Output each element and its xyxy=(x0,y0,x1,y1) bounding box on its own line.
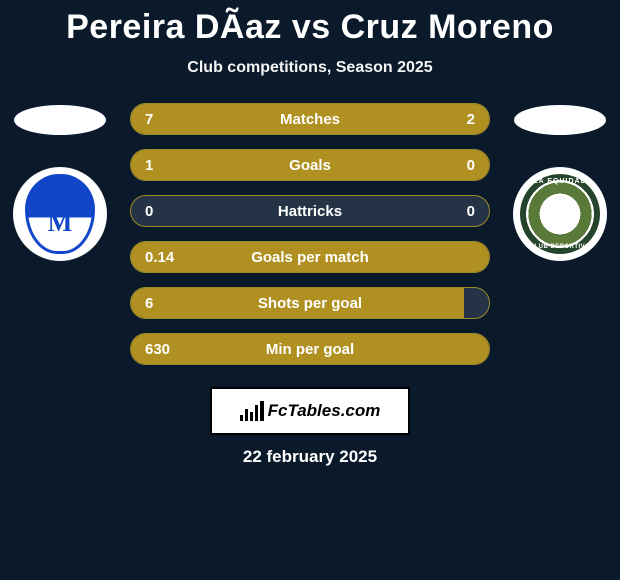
right-player-silhouette xyxy=(514,105,606,135)
right-club-roundel: LA EQUIDAD CLUB DEPORTIVO xyxy=(520,174,600,254)
stat-row: 6Shots per goal xyxy=(130,287,490,319)
right-club-top-text: LA EQUIDAD xyxy=(520,178,600,185)
right-player-column: LA EQUIDAD CLUB DEPORTIVO xyxy=(500,103,620,261)
left-player-silhouette xyxy=(14,105,106,135)
stat-label: Goals per match xyxy=(131,249,489,266)
stat-row: 630Min per goal xyxy=(130,333,490,365)
brand-badge: FcTables.com xyxy=(210,387,410,435)
stat-label: Shots per goal xyxy=(131,295,489,312)
left-club-letter: M xyxy=(48,208,73,238)
stat-label: Hattricks xyxy=(131,203,489,220)
left-club-shield: M xyxy=(25,174,95,254)
stat-row: 0.14Goals per match xyxy=(130,241,490,273)
stat-bars-container: 72Matches 10Goals 00Hattricks 0.14Goals per… xyxy=(130,103,490,379)
stat-label: Goals xyxy=(131,157,489,174)
stat-label: Matches xyxy=(131,111,489,128)
comparison-area: M LA EQUIDAD CLUB DEPORTIVO 72Matches 10G… xyxy=(0,103,620,373)
stat-row: 10Goals xyxy=(130,149,490,181)
right-club-badge: LA EQUIDAD CLUB DEPORTIVO xyxy=(513,167,607,261)
stat-label: Min per goal xyxy=(131,341,489,358)
right-club-bottom-text: CLUB DEPORTIVO xyxy=(520,244,600,250)
snapshot-date: 22 february 2025 xyxy=(0,447,620,467)
stat-row: 72Matches xyxy=(130,103,490,135)
page-title: Pereira DÃ­az vs Cruz Moreno xyxy=(0,0,620,47)
left-player-column: M xyxy=(0,103,120,261)
page-subtitle: Club competitions, Season 2025 xyxy=(0,59,620,77)
stat-row: 00Hattricks xyxy=(130,195,490,227)
left-club-badge: M xyxy=(13,167,107,261)
brand-chart-icon xyxy=(240,401,264,421)
brand-text: FcTables.com xyxy=(268,401,381,421)
